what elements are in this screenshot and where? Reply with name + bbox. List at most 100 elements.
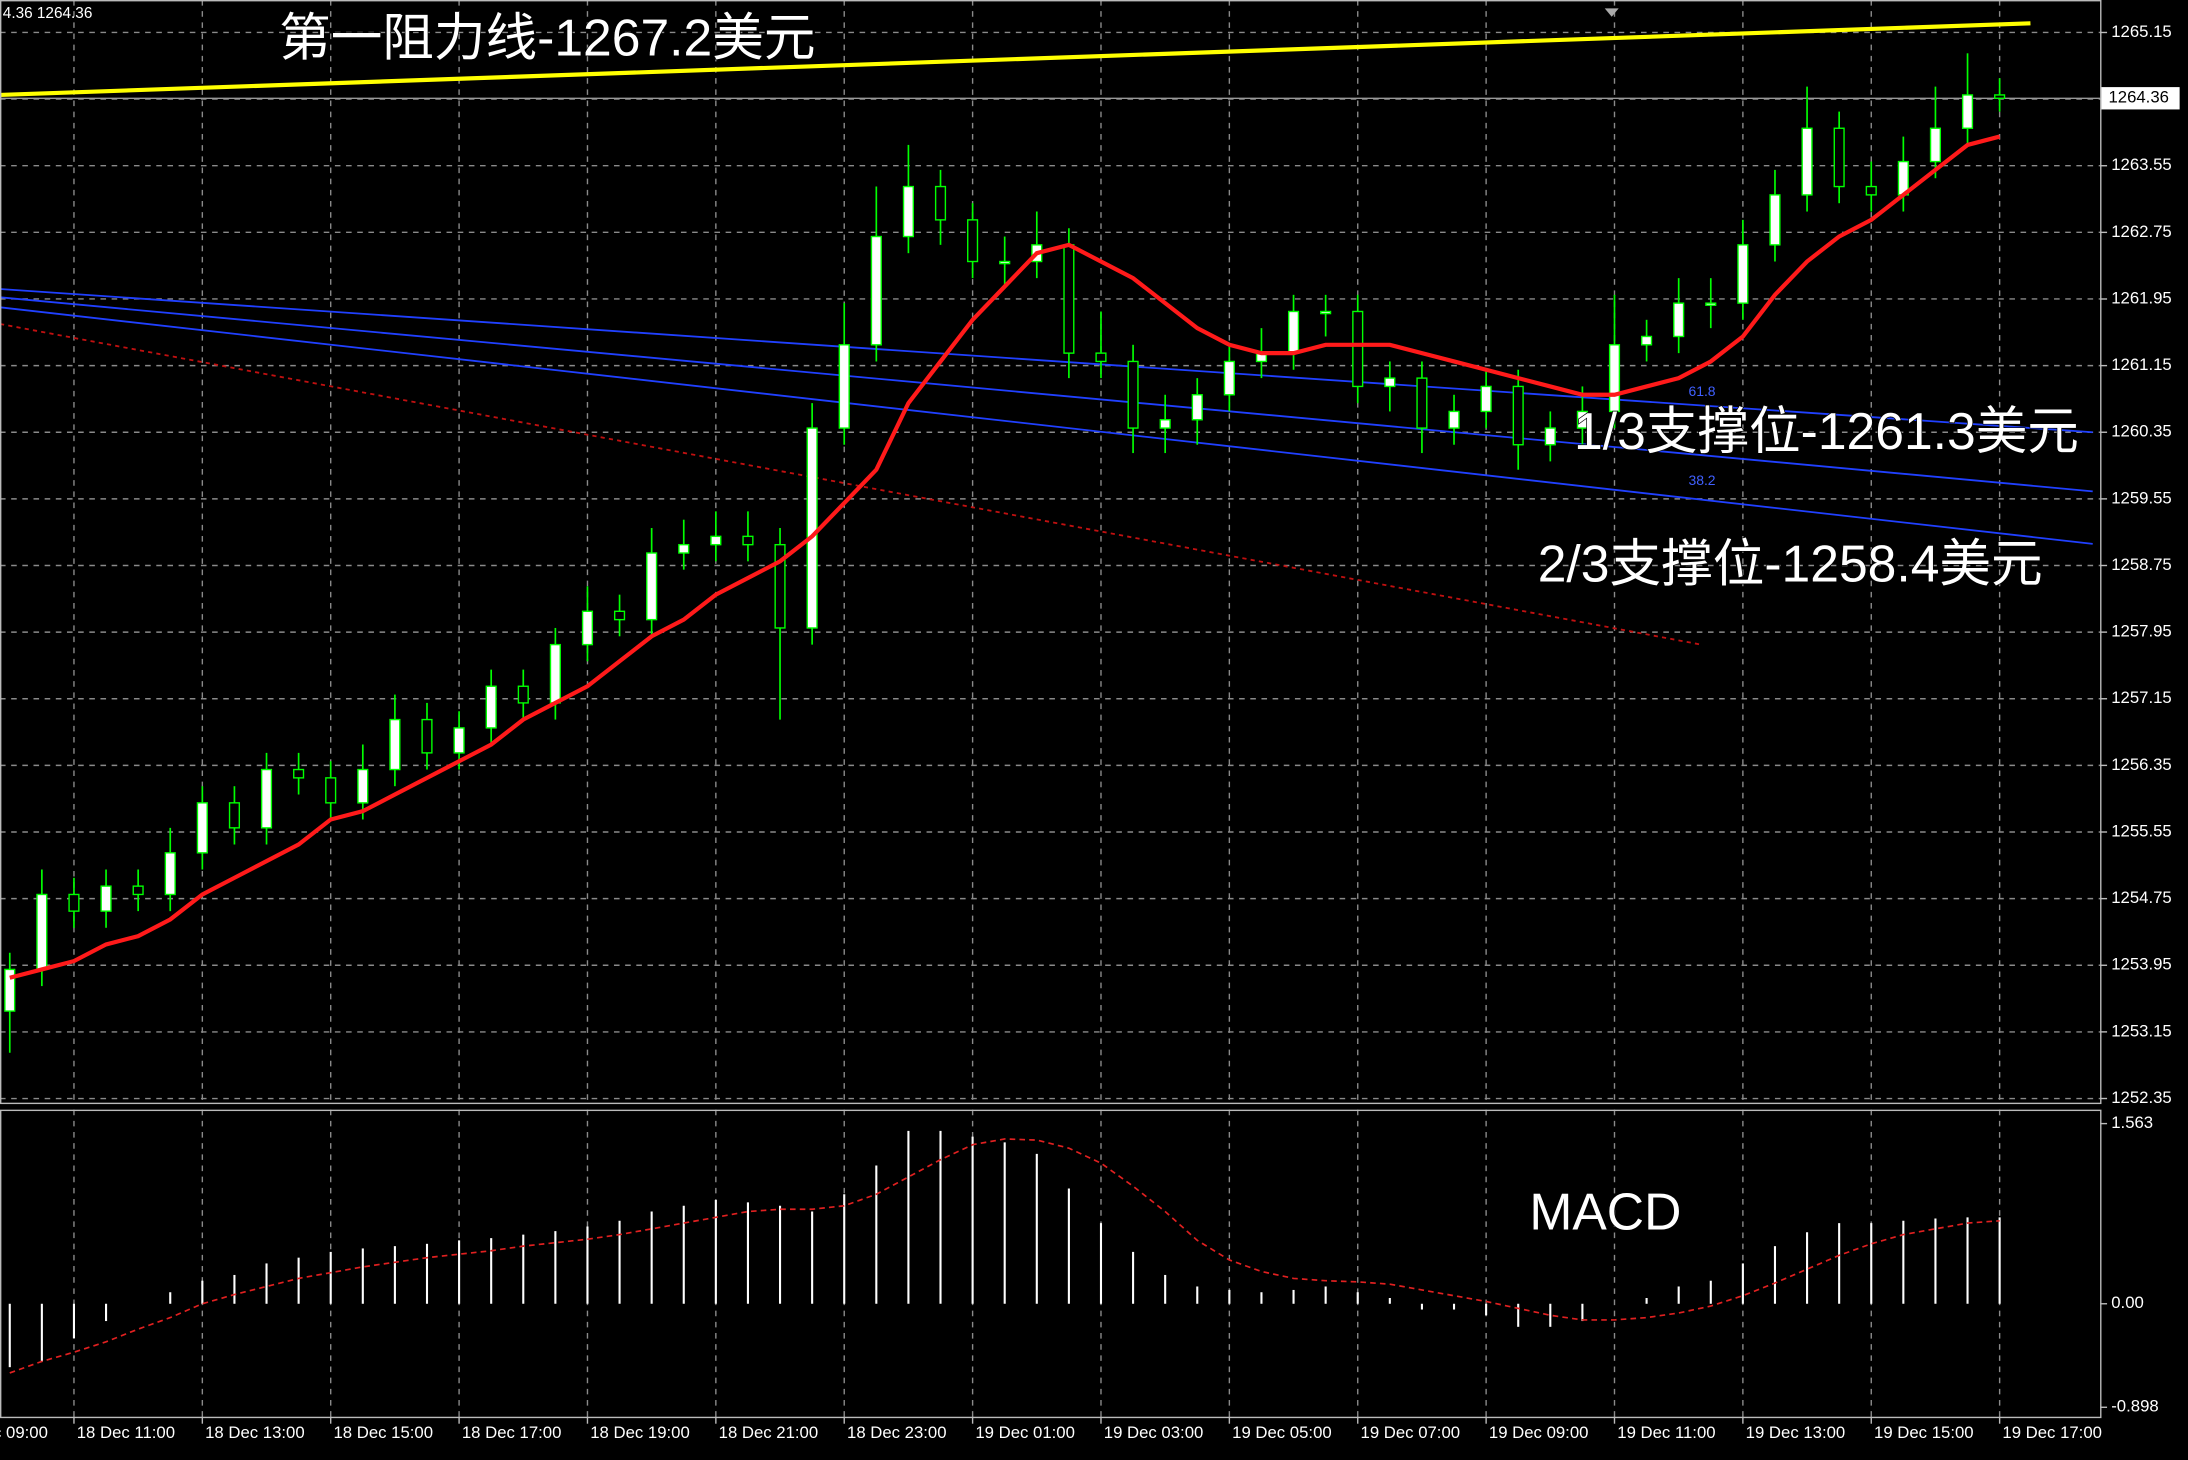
y-tick-label: 1.563 xyxy=(2111,1113,2153,1132)
x-tick-label: 19 Dec 17:00 xyxy=(2002,1423,2102,1442)
candle-body xyxy=(1512,385,1524,446)
candle-body xyxy=(1544,427,1556,446)
x-tick-label: 18 Dec 17:00 xyxy=(462,1423,562,1442)
candle-body xyxy=(1480,385,1492,413)
y-tick-label: 1261.95 xyxy=(2111,288,2171,307)
candle-body xyxy=(710,535,722,546)
candle-body xyxy=(838,344,850,429)
candle-body xyxy=(389,718,401,771)
x-tick-label: 19 Dec 01:00 xyxy=(975,1423,1075,1442)
candle-body xyxy=(581,610,594,646)
candle-body xyxy=(1191,394,1203,421)
y-tick-label: 1261.15 xyxy=(2111,355,2171,374)
y-tick-label: 1253.95 xyxy=(2111,955,2171,974)
fib-label: 61.8 xyxy=(1688,383,1715,399)
mark-layer xyxy=(4,53,2006,1374)
candle-body xyxy=(228,802,241,829)
candle-body xyxy=(1961,94,1974,129)
y-tick-label: 1255.55 xyxy=(2111,821,2171,840)
y-tick-label: 1257.95 xyxy=(2111,622,2171,641)
candle-body xyxy=(1448,410,1460,429)
candle-body xyxy=(1576,410,1588,429)
trendline xyxy=(0,323,1702,646)
candle-body xyxy=(1063,244,1075,354)
signal-line xyxy=(9,1138,2000,1374)
x-tick-label: 19 Dec 09:00 xyxy=(1489,1423,1589,1442)
annotation: 第一阻力线-1267.2美元 xyxy=(279,9,815,67)
candle-body xyxy=(1929,127,1942,163)
candle-body xyxy=(1608,344,1621,413)
candle-body xyxy=(68,893,80,912)
candle-body xyxy=(1833,127,1845,188)
candle-body xyxy=(742,535,754,546)
y-tick-label: 0.00 xyxy=(2111,1293,2144,1312)
shift-marker xyxy=(1604,8,1619,17)
x-tick-label: 19 Dec 11:00 xyxy=(1617,1423,1715,1442)
candle-body xyxy=(260,768,273,829)
y-tick-label: 1258.75 xyxy=(2111,555,2171,574)
y-tick-label: 1253.15 xyxy=(2111,1021,2171,1040)
candle-body xyxy=(1159,419,1171,429)
x-tick-label: 19 Dec 03:00 xyxy=(1104,1423,1204,1442)
x-tick-label: 18 Dec 11:00 xyxy=(77,1423,175,1442)
candle-body xyxy=(36,893,48,971)
candle-body xyxy=(164,852,176,896)
axis-layer: 18 Dec 09:00 18 Dec 11:00 18 Dec 13:00 18 D… xyxy=(0,22,2180,1442)
candle-body xyxy=(357,768,369,804)
candle-body xyxy=(453,727,465,754)
candle-body xyxy=(1994,94,2006,99)
candle-body xyxy=(549,643,561,704)
trendline xyxy=(0,288,2093,434)
candle-body xyxy=(967,219,979,263)
y-tick-label: 1257.15 xyxy=(2111,688,2171,707)
macd-frame xyxy=(0,1109,2102,1419)
candle-body xyxy=(196,802,208,854)
candle-body xyxy=(1287,310,1300,354)
candle-body xyxy=(325,777,337,804)
trendline xyxy=(0,306,2093,545)
trendline xyxy=(0,296,2093,493)
candle-body xyxy=(902,185,914,238)
candle-body xyxy=(1865,185,1877,196)
candle-body xyxy=(1320,310,1332,315)
candle-body xyxy=(1705,302,1717,306)
x-tick-label: 19 Dec 13:00 xyxy=(1746,1423,1846,1442)
x-tick-label: 18 Dec 21:00 xyxy=(719,1423,819,1442)
y-tick-label: 1256.35 xyxy=(2111,755,2171,774)
candle-body xyxy=(100,885,112,912)
x-tick-label: 18 Dec 09:00 xyxy=(0,1423,48,1442)
candle-body xyxy=(1416,377,1428,429)
candle-body xyxy=(870,235,882,346)
y-tick-label: 1259.55 xyxy=(2111,488,2171,507)
candle-body xyxy=(678,543,690,554)
trendline xyxy=(0,21,2031,98)
candle-body xyxy=(613,610,626,621)
info-text: 4.36 1264.36 xyxy=(3,5,93,22)
grid-layer xyxy=(0,0,2101,1417)
y-tick-label: 1260.35 xyxy=(2111,422,2171,441)
y-tick-label: -0.898 xyxy=(2111,1397,2158,1416)
candle-body xyxy=(1737,244,1749,304)
candle-body xyxy=(517,685,529,704)
y-tick-label: 1252.35 xyxy=(2111,1088,2171,1107)
price-frame xyxy=(0,0,2102,1105)
last-price-label: 1264.36 xyxy=(2108,88,2168,107)
annotation: 2/3支撑位-1258.4美元 xyxy=(1538,535,2043,593)
candle-body xyxy=(1127,360,1139,429)
candle-body xyxy=(1095,352,1107,363)
candle-body xyxy=(132,885,144,896)
last-price-box xyxy=(2101,87,2180,110)
candle-body xyxy=(646,552,658,621)
y-tick-label: 1262.75 xyxy=(2111,222,2171,241)
candle-body xyxy=(1352,310,1364,388)
candle-body xyxy=(4,968,16,1012)
x-tick-label: 18 Dec 13:00 xyxy=(205,1423,305,1442)
candle-body xyxy=(1673,302,1685,338)
candle-body xyxy=(485,685,497,729)
candle-body xyxy=(1384,377,1396,388)
x-tick-label: 18 Dec 23:00 xyxy=(847,1423,947,1442)
candle-body xyxy=(934,185,947,221)
